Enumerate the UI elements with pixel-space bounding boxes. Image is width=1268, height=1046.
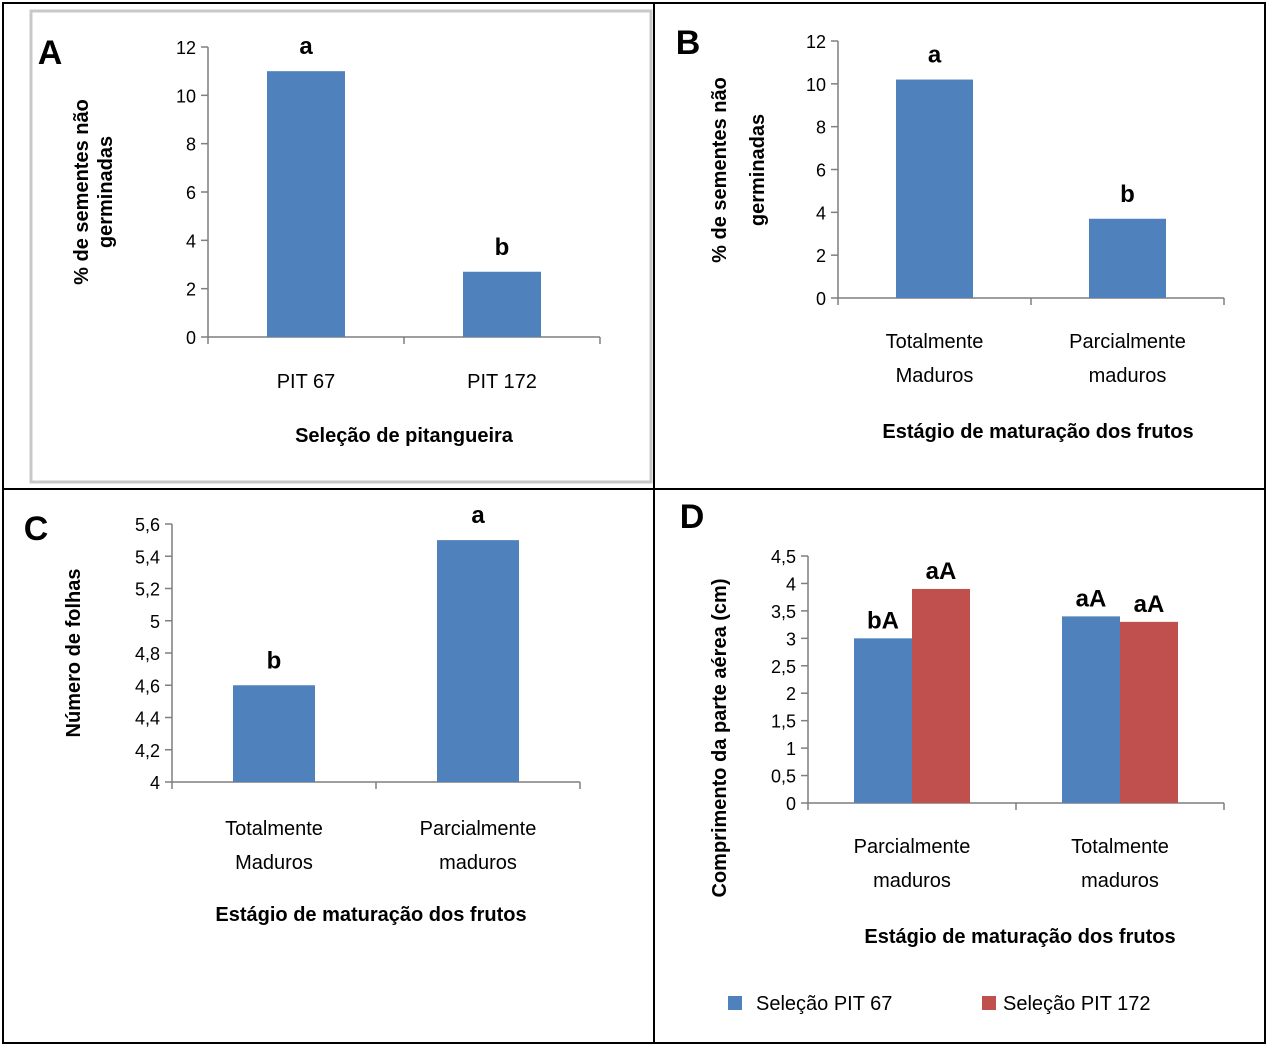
panel-letter: A (38, 34, 63, 72)
y-tick-label: 4 (786, 574, 796, 594)
legend-label: Seleção PIT 172 (1003, 993, 1151, 1015)
x-category-label: Parcialmente (854, 836, 971, 858)
x-category-label: Totalmente (225, 818, 323, 840)
bar-pit172 (912, 588, 970, 803)
bar (896, 79, 973, 298)
bar (437, 540, 519, 782)
significance-label: aA (1134, 591, 1165, 618)
x-axis-title: Estágio de maturação dos frutos (864, 926, 1175, 948)
bar (267, 71, 345, 338)
significance-label: a (299, 33, 313, 60)
bar (463, 271, 541, 337)
legend-swatch (982, 996, 996, 1010)
y-tick-label: 0 (786, 794, 796, 814)
y-tick-label: 2 (816, 246, 826, 266)
y-tick-label: 6 (816, 161, 826, 181)
x-category-label: Totalmente (886, 331, 984, 353)
y-tick-label: 8 (816, 118, 826, 138)
y-tick-label: 4,4 (135, 709, 160, 729)
chart-panel-b: B 0 2 4 6 8 10 12 Totalmente Maduros a Parcialmente… (676, 24, 1225, 443)
panel-letter: C (24, 510, 49, 548)
significance-label: a (928, 42, 942, 69)
x-category-label: Parcialmente (1069, 331, 1186, 353)
x-category-label: maduros (873, 870, 951, 892)
bar-pit67 (854, 638, 912, 803)
panel-letter: D (680, 498, 705, 536)
legend-swatch (728, 996, 742, 1010)
bar (233, 685, 315, 782)
y-tick-label: 0,5 (771, 767, 796, 787)
y-tick-label: 10 (806, 75, 826, 95)
y-axis-title: Comprimento da parte aérea (cm) (709, 579, 731, 898)
y-tick-label: 3,5 (771, 602, 796, 622)
x-category-label: Totalmente (1071, 836, 1169, 858)
x-category-label: Parcialmente (420, 818, 537, 840)
x-axis-title: Estágio de maturação dos frutos (882, 421, 1193, 443)
significance-label: a (471, 502, 485, 529)
chart-panel-a: A 0 2 4 6 8 10 12 PIT 67 a PIT 172 b Seleção de pita… (38, 33, 601, 447)
bar-pit67 (1062, 616, 1120, 803)
y-tick-label: 4,6 (135, 676, 160, 696)
y-tick-label: 8 (186, 135, 196, 155)
chart-panel-d: D 0 0,5 1 1,5 2 2,5 3 3,5 4 4,5 Parcialmente maduros… (680, 498, 1225, 1015)
significance-label: b (1120, 181, 1135, 208)
y-axis-title: germinadas (747, 114, 769, 226)
x-category-label: Maduros (896, 365, 974, 387)
y-axis-title: Número de folhas (63, 569, 85, 738)
y-tick-label: 2 (186, 280, 196, 300)
y-tick-label: 2 (786, 684, 796, 704)
x-category-label: Maduros (235, 852, 313, 874)
x-category-label: maduros (1081, 870, 1159, 892)
y-tick-label: 2,5 (771, 657, 796, 677)
x-category-label: PIT 67 (277, 371, 336, 393)
y-tick-label: 12 (806, 32, 826, 52)
x-category-label: maduros (439, 852, 517, 874)
significance-label: b (267, 647, 282, 674)
chart-panel-c: C 4 4,2 4,4 4,6 4,8 5 5,2 5,4 5,6 Totalmente Maduro… (24, 502, 581, 926)
y-tick-label: 5 (150, 612, 160, 632)
panel-a-frame (29, 9, 653, 484)
x-category-label: PIT 172 (467, 371, 537, 393)
y-tick-label: 1,5 (771, 712, 796, 732)
y-tick-label: 4,2 (135, 741, 160, 761)
y-tick-label: 6 (186, 183, 196, 203)
y-axis-title: % de sementes não (709, 77, 731, 263)
x-axis-title: Seleção de pitangueira (295, 425, 514, 447)
significance-label: aA (926, 558, 957, 585)
x-category-label: maduros (1089, 365, 1167, 387)
significance-label: b (495, 234, 510, 261)
y-tick-label: 4 (816, 203, 826, 223)
y-tick-label: 5,4 (135, 547, 160, 567)
y-tick-label: 3 (786, 629, 796, 649)
y-tick-label: 5,2 (135, 580, 160, 600)
y-tick-label: 0 (186, 328, 196, 348)
y-tick-label: 5,6 (135, 515, 160, 535)
y-tick-label: 0 (816, 289, 826, 309)
y-tick-label: 4,8 (135, 644, 160, 664)
significance-label: bA (867, 607, 899, 634)
y-tick-label: 12 (176, 38, 196, 58)
legend-label: Seleção PIT 67 (756, 993, 892, 1015)
bar (1089, 218, 1166, 298)
panel-letter: B (676, 24, 701, 62)
y-tick-label: 10 (176, 86, 196, 106)
y-axis-title: germinadas (95, 136, 117, 248)
y-tick-label: 4 (150, 773, 160, 793)
significance-label: aA (1076, 585, 1107, 612)
x-axis-title: Estágio de maturação dos frutos (215, 904, 526, 926)
bar-pit172 (1120, 621, 1178, 803)
y-tick-label: 1 (786, 739, 796, 759)
y-axis-title: % de sementes não (71, 99, 93, 285)
y-tick-label: 4 (186, 231, 196, 251)
y-tick-label: 4,5 (771, 547, 796, 567)
